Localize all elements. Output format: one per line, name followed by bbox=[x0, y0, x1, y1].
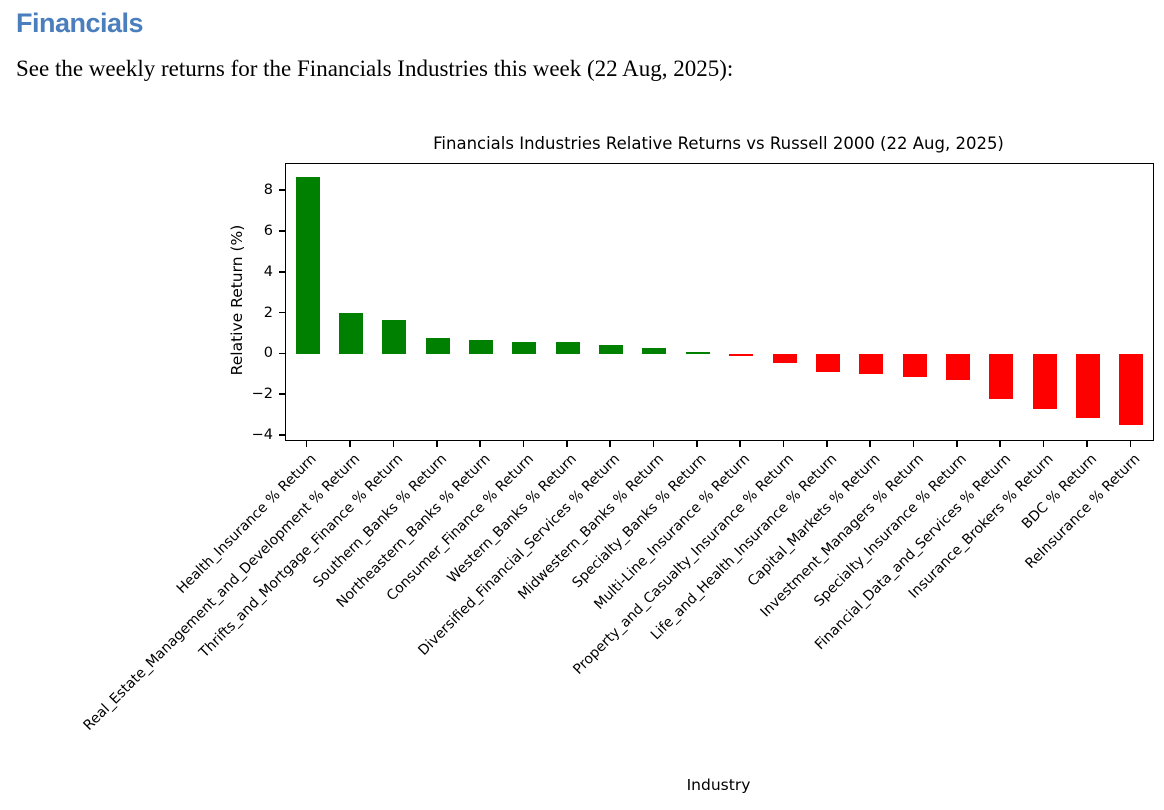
bar-consumer_finance bbox=[512, 341, 537, 355]
bar-diversified_financial_services bbox=[599, 344, 624, 355]
bar-capital_markets bbox=[859, 354, 884, 375]
x-tick-mark bbox=[435, 440, 438, 447]
x-tick-mark bbox=[696, 440, 698, 447]
x-tick-mark bbox=[956, 440, 958, 447]
bar-property_and_casualty_insurance bbox=[772, 354, 797, 363]
bar-insurance_brokers bbox=[1032, 354, 1057, 409]
y-tick-mark bbox=[279, 393, 285, 395]
x-tick-mark bbox=[1086, 440, 1088, 447]
x-tick-mark bbox=[999, 440, 1002, 447]
x-tick-mark bbox=[912, 440, 915, 447]
bar-bdc bbox=[1075, 354, 1100, 418]
bar-life_and_health_insurance bbox=[815, 354, 840, 373]
x-axis-title: Industry bbox=[686, 776, 751, 794]
y-tick-mark bbox=[279, 311, 285, 314]
bar-health_insurance bbox=[295, 177, 320, 355]
x-tick-mark bbox=[739, 440, 741, 447]
x-tick-mark bbox=[1129, 440, 1132, 447]
bar-midwestern_banks bbox=[642, 347, 667, 355]
x-tick-label: Real_Estate_Management_and_Development %… bbox=[80, 451, 364, 734]
y-tick-mark bbox=[279, 352, 285, 355]
bar-real_estate_management_and_development bbox=[339, 313, 364, 355]
y-tick-label: 8 bbox=[263, 182, 273, 199]
bar-multi-line_insurance bbox=[729, 354, 754, 356]
y-tick-label: 0 bbox=[263, 345, 273, 362]
x-tick-mark bbox=[826, 440, 828, 447]
x-tick-mark bbox=[1042, 440, 1045, 447]
x-tick-mark bbox=[479, 440, 481, 447]
x-tick-mark bbox=[392, 440, 395, 447]
y-tick-mark bbox=[279, 230, 285, 232]
y-tick-label: −2 bbox=[251, 386, 273, 403]
plot-area bbox=[285, 163, 1154, 441]
x-tick-mark bbox=[522, 440, 525, 447]
x-tick-mark bbox=[305, 440, 308, 447]
y-tick-label: 6 bbox=[263, 222, 273, 239]
x-tick-mark bbox=[782, 440, 785, 447]
y-tick-mark bbox=[279, 434, 285, 436]
x-tick-mark bbox=[609, 440, 611, 447]
page-heading: Financials bbox=[16, 8, 144, 38]
y-tick-mark bbox=[279, 189, 285, 191]
y-tick-label: 2 bbox=[263, 304, 273, 321]
x-tick-mark bbox=[349, 440, 351, 447]
x-tick-mark bbox=[652, 440, 655, 447]
bar-investment_managers bbox=[902, 354, 927, 377]
bar-southern_banks bbox=[425, 338, 450, 355]
bar-western_banks bbox=[555, 342, 580, 355]
bar-financial_data_and_services bbox=[989, 354, 1014, 400]
bar-thrifts_and_mortgage_finance bbox=[382, 320, 407, 355]
y-tick-label: 4 bbox=[263, 263, 273, 280]
x-tick-mark bbox=[869, 440, 872, 447]
x-tick-label: Diversified_Financial_Services % Return bbox=[415, 451, 624, 659]
x-tick-label: Thrifts_and_Mortgage_Finance % Return bbox=[196, 451, 407, 661]
x-tick-mark bbox=[565, 440, 568, 447]
bar-reinsurance bbox=[1119, 354, 1144, 426]
y-tick-mark bbox=[279, 270, 285, 273]
chart-title: Financials Industries Relative Returns v… bbox=[433, 134, 1004, 153]
y-tick-label: −4 bbox=[251, 426, 273, 443]
bar-northeastern_banks bbox=[469, 340, 494, 355]
intro-text: See the weekly returns for the Financial… bbox=[16, 56, 734, 81]
bar-specialty_insurance bbox=[945, 354, 970, 380]
bar-specialty_banks bbox=[685, 352, 710, 355]
